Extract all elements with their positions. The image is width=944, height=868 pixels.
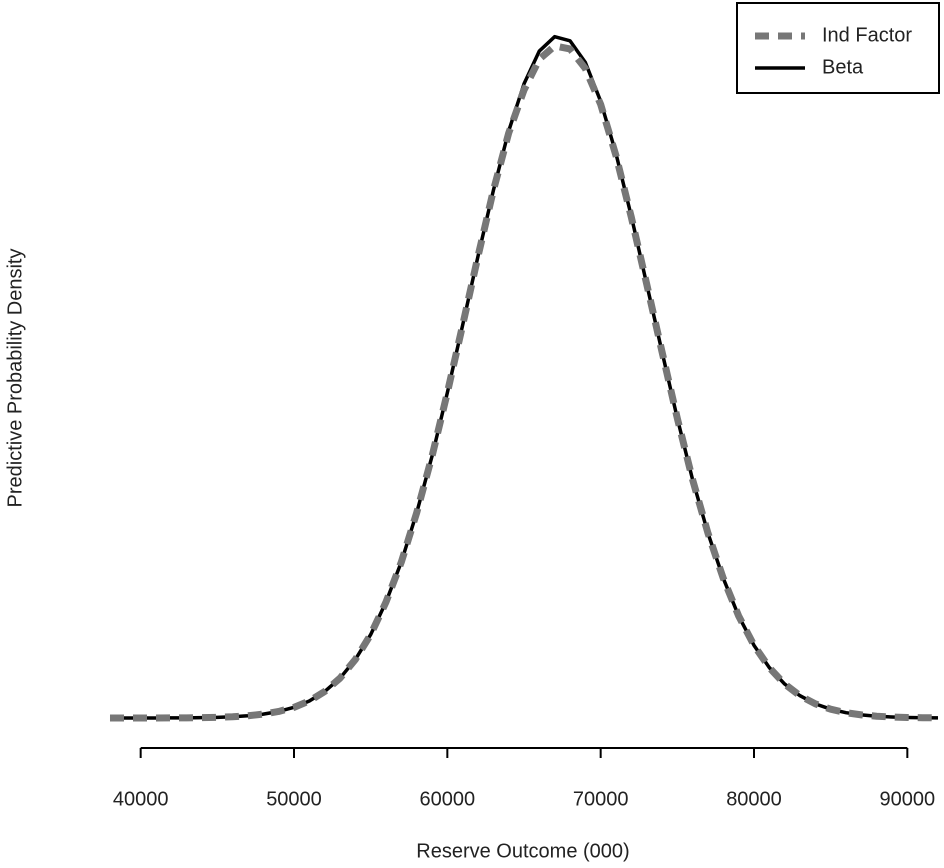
y-axis-label: Predictive Probability Density: [4, 249, 26, 508]
x-tick-label: 70000: [573, 788, 629, 810]
x-tick-label: 40000: [113, 788, 169, 810]
legend-box: [736, 2, 940, 94]
x-axis-label: Reserve Outcome (000): [416, 840, 629, 862]
x-tick-label: 50000: [266, 788, 322, 810]
series-line: [109, 42, 939, 722]
legend-label: Beta: [822, 56, 864, 78]
x-tick-label: 90000: [880, 788, 936, 810]
x-tick-label: 60000: [420, 788, 476, 810]
legend-label: Ind Factor: [822, 24, 912, 46]
x-tick-label: 80000: [726, 788, 782, 810]
series-line: [109, 34, 939, 720]
